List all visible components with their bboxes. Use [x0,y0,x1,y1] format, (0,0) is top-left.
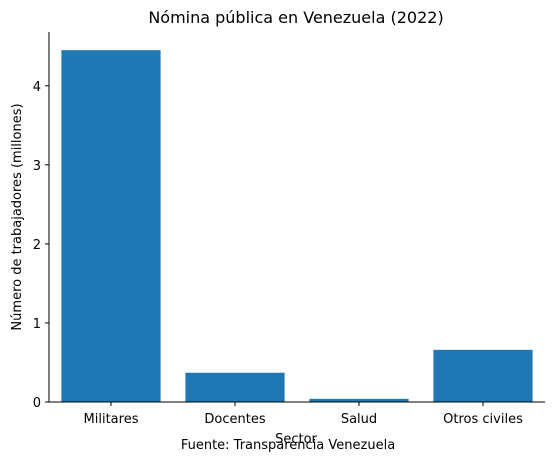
y-axis-ticks: 0 1 2 3 4 [33,80,49,411]
x-tick-label: Docentes [204,412,265,427]
source-note: Fuente: Transparencia Venezuela [181,438,395,453]
y-axis-label: Número de trabajadores (millones) [10,103,25,330]
y-tick-label: 1 [33,317,41,332]
x-tick-label: Otros civiles [443,412,523,427]
bar-docentes [185,372,285,402]
x-axis-label: Sector [275,432,317,447]
bar-militares [61,50,161,402]
chart-title: Nómina pública en Venezuela (2022) [148,8,443,27]
bars-group [61,50,533,402]
x-tick-label: Militares [84,412,139,427]
y-tick-label: 4 [33,80,41,95]
y-tick-label: 0 [33,396,41,411]
x-tick-label: Salud [341,412,377,427]
x-axis-ticks: Militares Docentes Salud Otros civiles [84,402,523,427]
bar-salud [309,398,409,402]
y-tick-label: 3 [33,159,41,174]
y-tick-label: 2 [33,238,41,253]
bar-otros-civiles [433,349,533,402]
